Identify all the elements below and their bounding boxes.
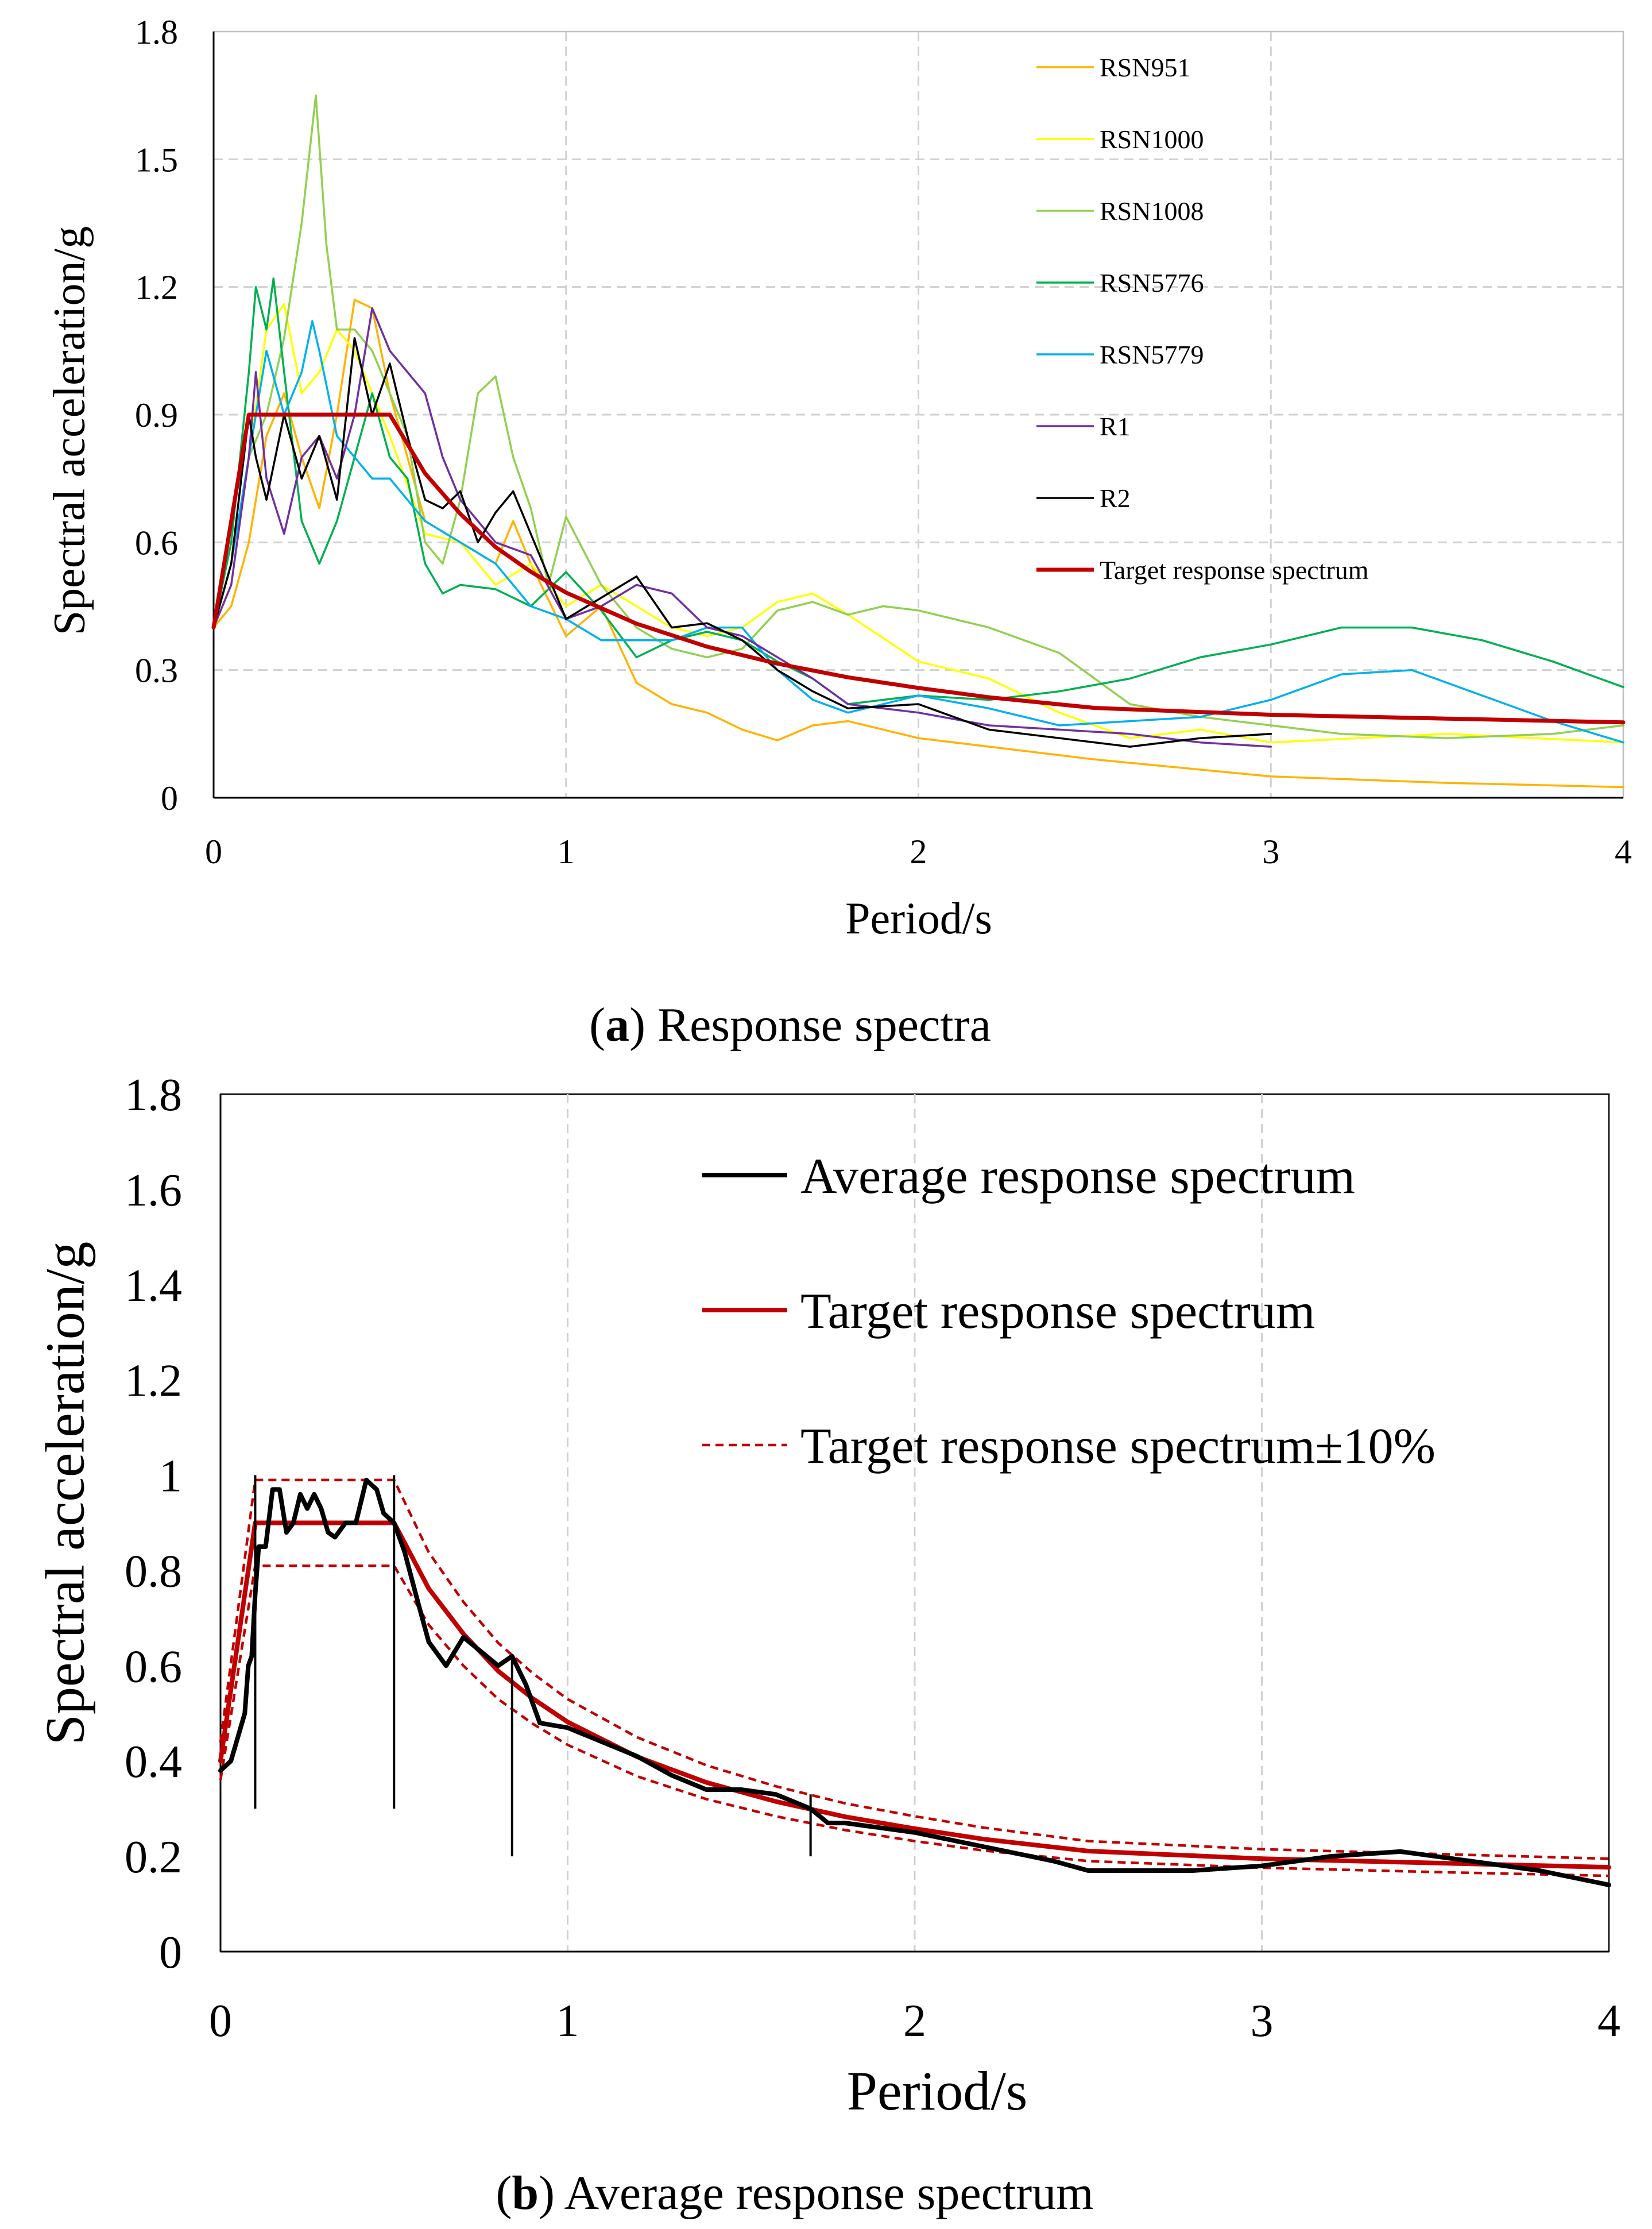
y-tick-label: 0.2 <box>125 1832 182 1883</box>
legend-item-rsn1008: RSN1008 <box>1036 196 1204 226</box>
x-tick-label: 2 <box>910 833 927 871</box>
x-axis-title: Period/s <box>847 2060 1028 2122</box>
legend-label: R2 <box>1100 484 1131 513</box>
x-tick-label: 3 <box>1262 833 1279 871</box>
chart-b: 0 0.2 0.4 0.6 0.8 1 1.2 1.4 1.6 1.8 0 1 2 3 4 Period/s S… <box>34 1070 1620 2220</box>
y-tick-label: 0 <box>159 1927 182 1978</box>
legend-label: RSN1000 <box>1100 125 1204 154</box>
y-tick-label: 1.6 <box>125 1165 182 1216</box>
y-tick-label: 0.4 <box>125 1737 182 1787</box>
y-tick-label: 1.8 <box>135 13 178 51</box>
series-line-r2 <box>212 337 1272 748</box>
legend-label: Target response spectrum <box>800 1284 1315 1339</box>
y-tick-label: 1.8 <box>125 1070 182 1121</box>
x-tick-label: 0 <box>205 833 222 871</box>
caption-text: ) Response spectra <box>629 998 991 1052</box>
x-tick-label: 1 <box>556 1996 579 2046</box>
y-tick-label: 1.5 <box>135 141 178 179</box>
legend-label: RSN5779 <box>1100 340 1204 369</box>
legend-label: Average response spectrum <box>800 1149 1355 1204</box>
y-tick-label: 1.2 <box>125 1356 182 1407</box>
caption-prefix: ( <box>589 998 605 1052</box>
y-tick-label: 0.3 <box>135 652 178 690</box>
y-tick-label: 1.2 <box>135 269 178 307</box>
chart-a: 0 0.3 0.6 0.9 1.2 1.5 1.8 0 1 2 3 4 Period/s Spectral… <box>44 13 1632 1052</box>
legend: Average response spectrum Target response… <box>702 1149 1436 1474</box>
legend-item-rsn5776: RSN5776 <box>1036 268 1204 298</box>
y-axis-title: Spectral acceleration/g <box>44 226 94 635</box>
y-tick-label: 0.6 <box>125 1641 182 1692</box>
series-line-average-response-spectrum <box>218 1477 1611 1887</box>
series-group <box>218 1477 1611 1887</box>
legend-label: RSN1008 <box>1100 196 1204 226</box>
legend-item-target-response-spectrum: Target response spectrum <box>1036 555 1369 585</box>
legend-label: Target response spectrum±10% <box>800 1419 1436 1474</box>
series-line-target-response-spectrum <box>218 1520 1611 1870</box>
legend-item-r1: R1 <box>1036 412 1131 441</box>
y-tick-label: 0.9 <box>135 396 178 434</box>
legend-item-rsn5779: RSN5779 <box>1036 340 1204 369</box>
legend-label: Target response spectrum <box>1100 555 1369 585</box>
x-tick-label: 4 <box>1615 833 1632 871</box>
legend-item-r2: R2 <box>1036 484 1131 513</box>
y-tick-label: 1.4 <box>125 1261 182 1311</box>
x-tick-label: 0 <box>209 1996 232 2046</box>
series-group <box>211 94 1626 789</box>
caption-prefix: ( <box>496 2166 512 2220</box>
x-tick-label: 4 <box>1597 1996 1620 2046</box>
x-axis-title: Period/s <box>845 893 992 943</box>
legend-label: RSN951 <box>1100 53 1190 82</box>
legend-item-rsn1000: RSN1000 <box>1036 125 1204 154</box>
series-line-rsn1008 <box>212 94 1624 739</box>
series-line-rsn5776 <box>212 277 1624 705</box>
x-tick-label: 3 <box>1251 1996 1274 2046</box>
y-tick-label: 1 <box>159 1451 182 1502</box>
figure-caption: (b) Average response spectrum <box>496 2166 1093 2220</box>
caption-text: ) Average response spectrum <box>539 2166 1093 2220</box>
y-axis-title: Spectral acceleration/g <box>34 1242 96 1745</box>
legend-label: R1 <box>1100 412 1131 441</box>
legend-item-average-response-spectrum: Average response spectrum <box>702 1149 1355 1204</box>
y-tick-label: 0.8 <box>125 1546 182 1597</box>
legend-label: RSN5776 <box>1100 268 1204 298</box>
caption-label: a <box>605 998 629 1052</box>
y-tick-label: 0.6 <box>135 524 178 562</box>
legend-item-rsn951: RSN951 <box>1036 53 1190 82</box>
legend-item-target-response-spectrum: Target response spectrum <box>702 1284 1315 1339</box>
series-line-r1 <box>212 307 1272 748</box>
y-tick-label: 0 <box>161 779 178 817</box>
figure-caption: (a) Response spectra <box>589 998 991 1052</box>
series-line-target-response-spectrum-pm-10pct-upper <box>219 1478 1610 1860</box>
legend: RSN951 RSN1000 RSN1008 RSN5776 RSN5779 R1 R2 Ta… <box>1036 53 1369 585</box>
x-tick-label: 2 <box>903 1996 926 2046</box>
caption-label: b <box>512 2166 539 2220</box>
x-tick-label: 1 <box>558 833 575 871</box>
legend-item-target-response-spectrum-pm-10pct: Target response spectrum±10% <box>702 1419 1436 1474</box>
series-line-target-response-spectrum <box>211 412 1626 725</box>
